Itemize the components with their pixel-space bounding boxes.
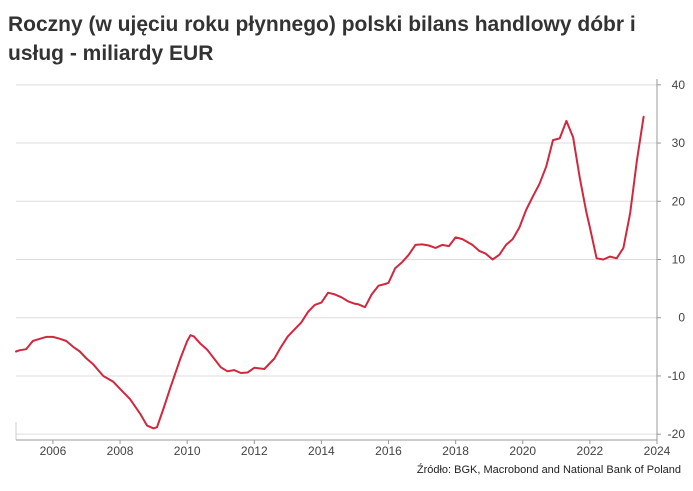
- x-tick-label: 2010: [174, 444, 201, 458]
- y-tick-label: 40: [672, 78, 686, 92]
- y-tick-labels: -20 -10 0 10 20 30 40: [657, 78, 685, 441]
- x-tick-label: 2006: [40, 444, 67, 458]
- x-tick-label: 2020: [509, 444, 536, 458]
- x-tick-label: 2008: [107, 444, 134, 458]
- series-line: [15, 115, 645, 430]
- y-tick-label: -20: [668, 427, 686, 441]
- grid-lines: [16, 84, 657, 435]
- x-tick-label: 2012: [241, 444, 268, 458]
- y-tick-label: -10: [668, 369, 686, 383]
- chart-title: Roczny (w ujęciu roku płynnego) polski b…: [8, 13, 636, 65]
- x-tick-label: 2024: [644, 444, 671, 458]
- x-tick-label: 2018: [442, 444, 469, 458]
- y-tick-label: 30: [672, 136, 686, 150]
- x-tick-label: 2016: [375, 444, 402, 458]
- y-tick-label: 10: [672, 253, 686, 267]
- x-tick-labels: 2006 2008 2010 2012 2014 2016 2018 2020 2022 2024: [40, 440, 671, 458]
- x-tick-label: 2014: [308, 444, 335, 458]
- x-tick-label: 2022: [577, 444, 604, 458]
- source-note: Źródło: BGK, Macrobond and National Bank…: [416, 464, 681, 476]
- series-layer: [15, 115, 645, 430]
- y-tick-label: 0: [678, 311, 685, 325]
- y-tick-label: 20: [672, 194, 686, 208]
